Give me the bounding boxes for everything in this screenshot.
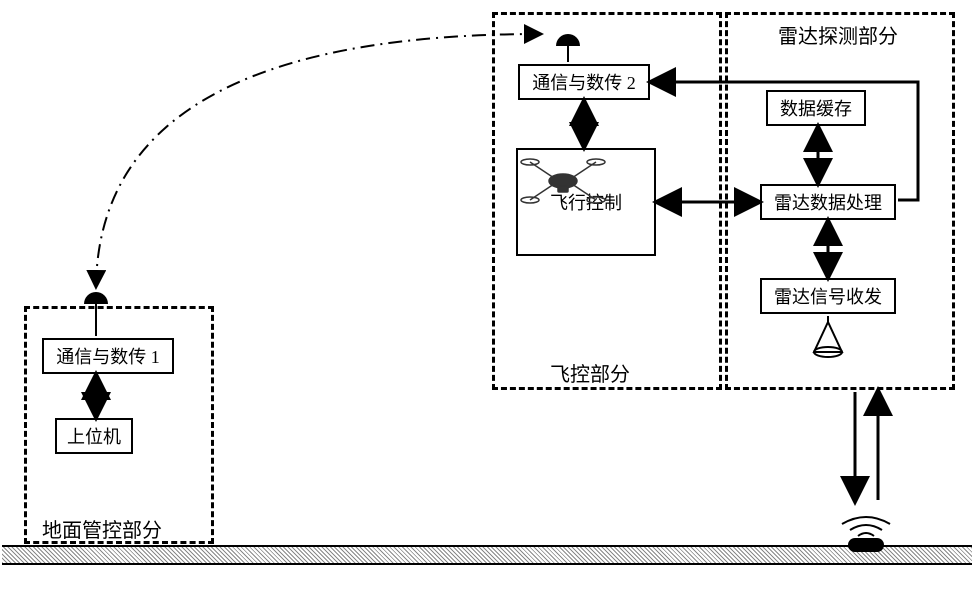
ground-target-icon	[848, 538, 884, 552]
connections-svg	[0, 0, 974, 590]
antenna-ground-icon	[84, 292, 108, 320]
wireless-link	[96, 34, 540, 286]
signal-waves-icon	[842, 517, 890, 536]
diagram-canvas: 地面管控部分 飞控部分 雷达探测部分 通信与数传 1 上位机 通信与数传 2 飞…	[0, 0, 974, 590]
radar-antenna-icon	[814, 316, 842, 357]
edge-comm2-radarproc	[652, 82, 918, 200]
antenna-flight-icon	[556, 34, 580, 60]
